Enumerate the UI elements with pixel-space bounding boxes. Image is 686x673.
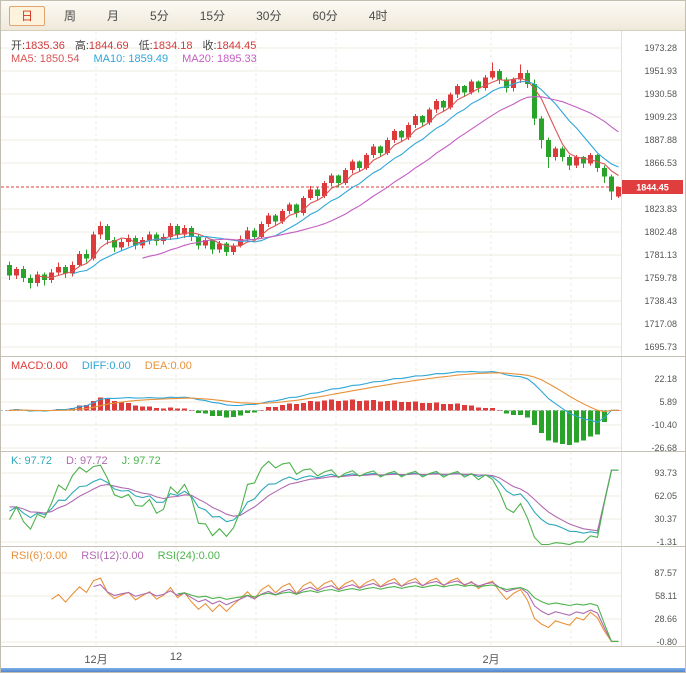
time-axis-label-12: 12 <box>169 651 183 663</box>
ma10-line <box>72 80 619 275</box>
tab-4hour[interactable]: 4时 <box>368 8 388 23</box>
svg-text:1887.88: 1887.88 <box>644 135 677 145</box>
tab-monthly[interactable]: 月 <box>107 8 120 23</box>
svg-text:5.89: 5.89 <box>659 397 677 407</box>
grid-and-axis: 87.57 58.11 28.66 -0.80 <box>1 546 685 646</box>
svg-text:-1.31: -1.31 <box>656 537 677 546</box>
dea-line <box>9 372 619 413</box>
rsi-panel[interactable]: 87.57 58.11 28.66 -0.80 <box>1 546 685 646</box>
svg-text:1695.73: 1695.73 <box>644 342 677 352</box>
svg-text:1781.13: 1781.13 <box>644 250 677 260</box>
svg-text:-26.68: -26.68 <box>651 443 677 451</box>
current-price-tag <box>622 179 683 194</box>
svg-text:1759.78: 1759.78 <box>644 273 677 283</box>
k-line <box>9 469 619 534</box>
grid-and-axis: 93.73 62.05 30.37 -1.31 <box>1 451 685 546</box>
kdj-panel[interactable]: 93.73 62.05 30.37 -1.31 <box>1 451 685 546</box>
svg-text:1866.53: 1866.53 <box>644 158 677 168</box>
time-axis: 12月 12 2月 <box>1 646 685 668</box>
svg-text:1802.48: 1802.48 <box>644 227 677 237</box>
rsi24-line <box>177 584 619 642</box>
tab-daily[interactable]: 日 <box>9 5 46 26</box>
grid-and-axis: 1973.28 1951.93 1930.58 1909.23 1887.88 1866.… <box>1 31 677 356</box>
ma20-line <box>142 96 619 259</box>
svg-text:1951.93: 1951.93 <box>644 66 677 76</box>
tab-weekly[interactable]: 周 <box>64 8 77 23</box>
svg-text:1738.43: 1738.43 <box>644 296 677 306</box>
tab-30min[interactable]: 30分 <box>256 8 282 23</box>
j-line <box>9 460 619 546</box>
main-price-chart[interactable]: 1973.28 1951.93 1930.58 1909.23 1887.88 1866.… <box>1 31 685 356</box>
time-axis-label-dec: 12月 <box>84 654 108 666</box>
macd-panel[interactable]: 22.18 5.89 -10.40 -26.68 <box>1 356 685 451</box>
svg-text:1909.23: 1909.23 <box>644 112 677 122</box>
rsi12-line <box>93 580 619 642</box>
svg-text:28.66: 28.66 <box>654 614 677 624</box>
svg-text:1973.28: 1973.28 <box>644 43 677 53</box>
svg-text:58.11: 58.11 <box>655 591 677 601</box>
svg-text:1930.58: 1930.58 <box>644 89 677 99</box>
ma5-line <box>37 77 619 279</box>
svg-text:-10.40: -10.40 <box>651 420 677 430</box>
timeframe-toolbar: 日 周 月 5分 15分 30分 60分 4时 <box>1 1 685 31</box>
tab-5min[interactable]: 5分 <box>150 8 169 23</box>
svg-text:22.18: 22.18 <box>654 374 677 384</box>
svg-text:1823.83: 1823.83 <box>644 204 677 214</box>
macd-histogram <box>7 397 621 445</box>
svg-text:1717.08: 1717.08 <box>644 319 677 329</box>
svg-text:87.57: 87.57 <box>654 568 677 578</box>
tab-15min[interactable]: 15分 <box>199 8 226 23</box>
svg-text:93.73: 93.73 <box>654 468 677 478</box>
chart-scrollbar[interactable] <box>1 668 685 672</box>
candlestick-series <box>7 62 621 289</box>
svg-text:-0.80: -0.80 <box>656 637 677 646</box>
tab-60min[interactable]: 60分 <box>312 8 338 23</box>
diff-line <box>9 370 619 424</box>
svg-text:30.37: 30.37 <box>654 514 677 524</box>
svg-text:1844.45: 1844.45 <box>636 182 669 192</box>
time-axis-label-feb: 2月 <box>482 654 500 666</box>
svg-text:62.05: 62.05 <box>654 491 677 501</box>
